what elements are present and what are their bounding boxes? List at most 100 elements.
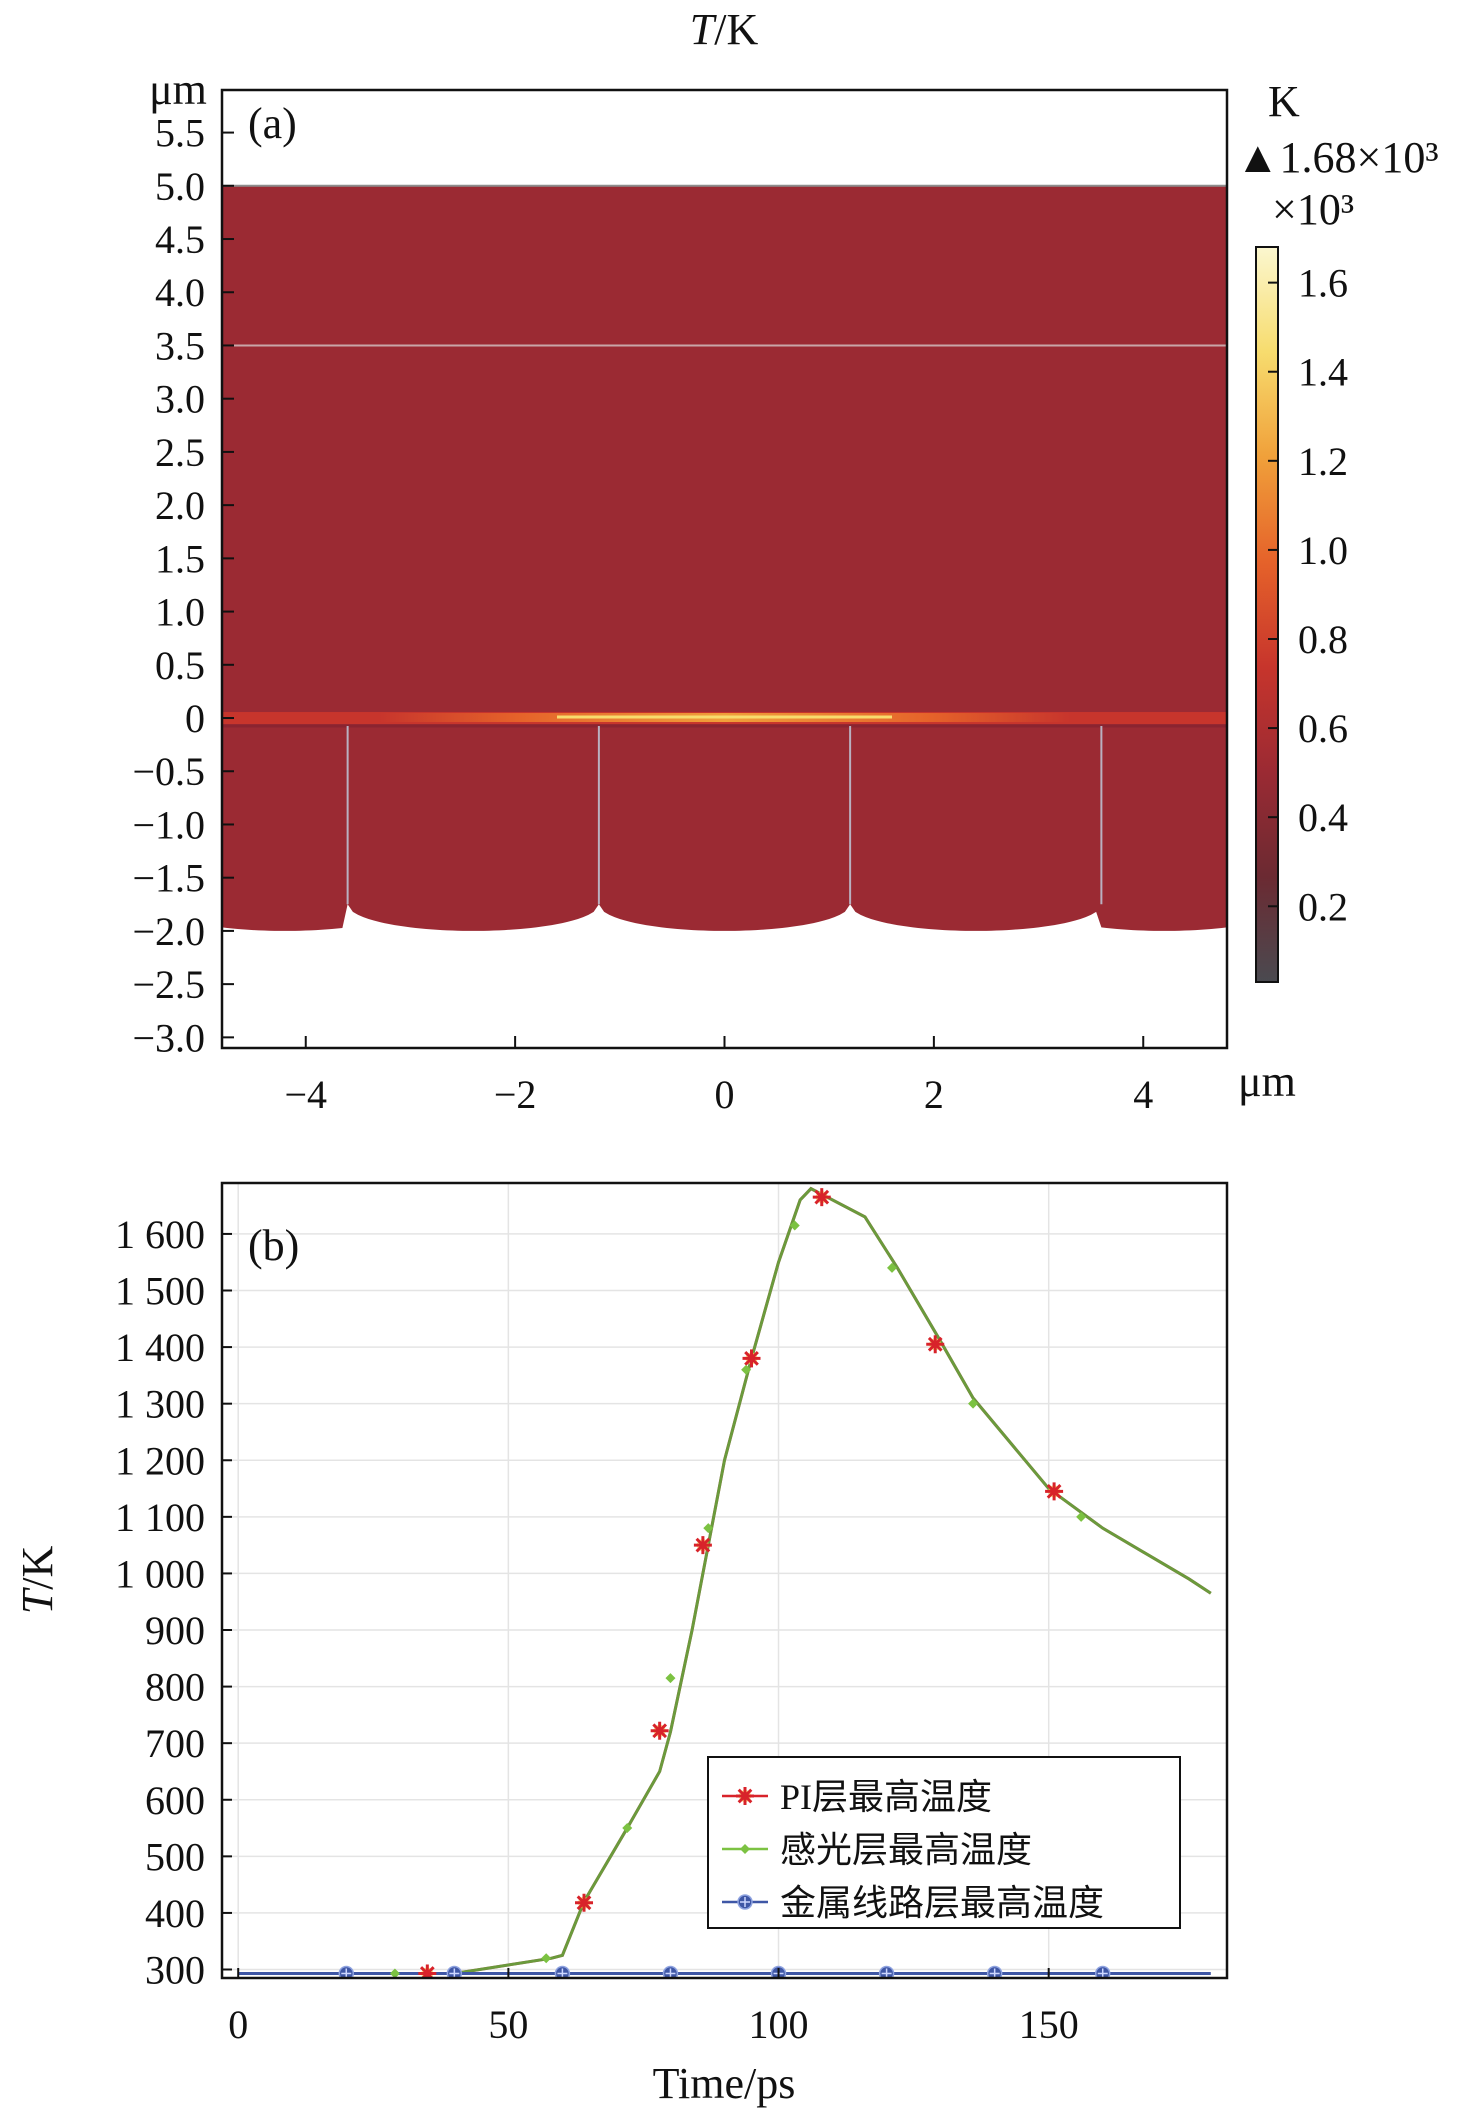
data-point — [389, 1968, 400, 1978]
colorbar-tick-label: 1.4 — [1298, 350, 1348, 395]
y-tick-label: −1.0 — [132, 802, 205, 847]
legend-swatch-marker — [736, 1787, 754, 1805]
colorbar-tick-label: 1.2 — [1298, 439, 1348, 484]
colorbar-tick-label: 0.4 — [1298, 795, 1348, 840]
y-tick-label: 700 — [145, 1721, 205, 1766]
panel-b-x-label: Time/ps — [653, 2059, 796, 2108]
data-point — [887, 1262, 897, 1273]
lower-domain — [222, 718, 1227, 931]
colorbar-gradient — [1255, 246, 1279, 983]
y-tick-label: −2.0 — [132, 909, 205, 954]
y-tick-label: 600 — [145, 1778, 205, 1823]
data-point — [968, 1398, 979, 1409]
y-tick-label: 1.5 — [155, 536, 205, 581]
y-tick-label: 1 200 — [115, 1438, 205, 1483]
y-tick-label: 2.5 — [155, 430, 205, 475]
y-tick-label: 0.5 — [155, 643, 205, 688]
data-point — [622, 1823, 633, 1834]
colorbar-tick-label: 1.0 — [1298, 528, 1348, 573]
panel-a-label: (a) — [248, 99, 297, 148]
data-point — [741, 1364, 752, 1375]
y-tick-label: 1 500 — [115, 1269, 205, 1314]
y-tick-label: 5.5 — [155, 111, 205, 156]
panel-a-x-unit: μm — [1238, 1057, 1296, 1106]
y-tick-label: 0 — [185, 696, 205, 741]
data-point — [1076, 1511, 1087, 1522]
series-line-shadow — [238, 1186, 1212, 1975]
data-point — [926, 1335, 945, 1354]
series-markers-1 — [389, 1220, 1087, 1978]
legend-box — [707, 1756, 1181, 1929]
y-tick-label: 3.0 — [155, 377, 205, 422]
upper-domain — [222, 185, 1227, 719]
data-point — [665, 1673, 676, 1684]
legend-label: 金属线路层最高温度 — [780, 1883, 1104, 1923]
legend-entry-1: 感光层最高温度 — [722, 1830, 1032, 1870]
y-tick-label: 4.5 — [155, 217, 205, 262]
colorbar-unit: K — [1268, 77, 1300, 126]
panel-b-y-axis: 300 400 500 600 700 800 900 1 000 1 100 1 200 1 30… — [115, 1212, 232, 1993]
x-tick-label: 50 — [488, 2002, 528, 2047]
y-tick-label: 1 600 — [115, 1212, 205, 1257]
series-markers-0 — [418, 1188, 1064, 1978]
data-point — [986, 1965, 1003, 1978]
y-tick-label: 1 000 — [115, 1551, 205, 1596]
y-tick-label: 500 — [145, 1834, 205, 1879]
colorbar-tick-label: 0.8 — [1298, 617, 1348, 662]
x-tick-label: 150 — [1019, 2002, 1079, 2047]
data-point — [650, 1721, 669, 1740]
y-tick-label: 2.0 — [155, 483, 205, 528]
data-point — [703, 1523, 714, 1534]
data-point — [418, 1964, 437, 1978]
y-tick-label: 1.0 — [155, 590, 205, 635]
data-point — [789, 1220, 800, 1231]
x-tick-label: −2 — [494, 1072, 537, 1117]
x-tick-label: 4 — [1133, 1072, 1153, 1117]
panel-a-y-unit: μm — [149, 65, 207, 114]
colorbar-multiplier: ×10³ — [1272, 185, 1354, 234]
data-point — [1045, 1482, 1064, 1501]
y-tick-label: 5.0 — [155, 164, 205, 209]
data-point — [541, 1953, 552, 1964]
y-tick-label: −1.5 — [132, 856, 205, 901]
series-1 — [238, 1186, 1212, 1975]
panel-b-series — [238, 1186, 1212, 1978]
y-tick-label: −2.5 — [132, 962, 205, 1007]
y-tick-label: −3.0 — [132, 1015, 205, 1060]
legend-entry-0: PI层最高温度 — [722, 1777, 992, 1817]
x-tick-label: −4 — [284, 1072, 327, 1117]
panel-b-x-axis: 0 50 100 150 — [228, 1968, 1079, 2047]
panel-b-frame — [220, 1181, 1229, 1980]
colorbar: K ▲1.68×10³ ×10³ 1.6 1.4 1.2 1.0 0.8 0.6 0.4 0.… — [1236, 77, 1439, 983]
colorbar-max-marker: ▲1.68×10³ — [1236, 133, 1439, 182]
x-tick-label: 100 — [749, 2002, 809, 2047]
x-tick-label: 0 — [228, 2002, 248, 2047]
panel-a-y-axis: 5.5 5.0 4.5 4.0 3.5 3.0 2.5 2.0 1.5 1.0 0.5 0 −0.5 −1… — [132, 111, 234, 1060]
panel-a: T/K 5.5 5.0 4.5 4.0 3.5 3.0 2.5 2.0 1.5 1.0 0.5 0 −0… — [132, 5, 1438, 1117]
data-point — [812, 1188, 831, 1207]
panel-a-title: T/K — [690, 5, 759, 54]
y-tick-label: 900 — [145, 1608, 205, 1653]
colorbar-ticks: 1.6 1.4 1.2 1.0 0.8 0.6 0.4 0.2 — [1268, 261, 1348, 929]
y-tick-label: 800 — [145, 1665, 205, 1710]
data-point — [1094, 1965, 1111, 1978]
series-markers-2 — [338, 1965, 1111, 1978]
panel-b-y-label: T/K — [13, 1546, 62, 1615]
y-tick-label: 1 100 — [115, 1495, 205, 1540]
data-point — [878, 1965, 895, 1978]
y-tick-label: 1 400 — [115, 1325, 205, 1370]
legend-swatch-marker — [737, 1894, 753, 1910]
y-tick-label: −0.5 — [132, 749, 205, 794]
y-tick-label: 4.0 — [155, 270, 205, 315]
temperature-field — [222, 184, 1227, 931]
y-tick-label: 300 — [145, 1948, 205, 1993]
y-tick-label: 3.5 — [155, 323, 205, 368]
y-tick-label: 1 300 — [115, 1382, 205, 1427]
colorbar-tick-label: 0.2 — [1298, 884, 1348, 929]
panel-b-label: (b) — [248, 1221, 299, 1270]
legend-label: PI层最高温度 — [780, 1777, 992, 1817]
data-point — [662, 1965, 679, 1978]
colorbar-tick-label: 1.6 — [1298, 261, 1348, 306]
